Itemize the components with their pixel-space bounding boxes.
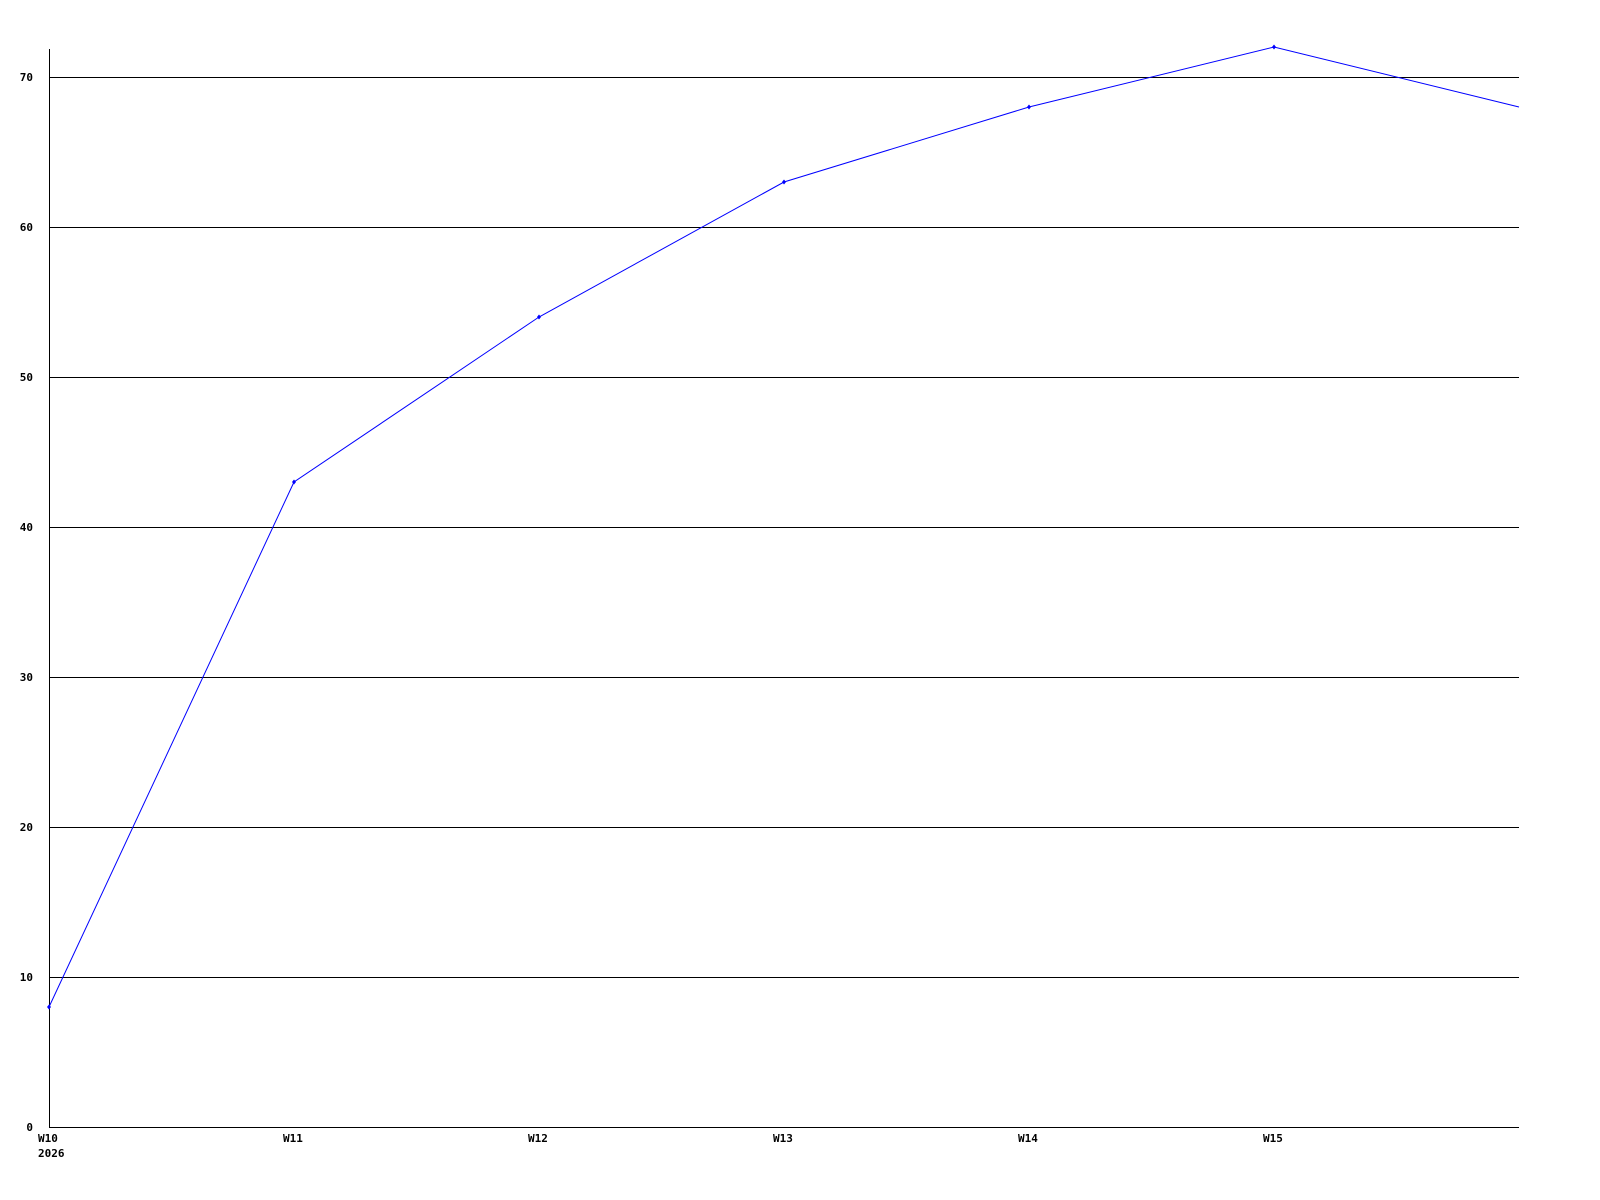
x-tick-label: W15: [1263, 1132, 1283, 1145]
y-tick-label: 0: [26, 1121, 33, 1134]
x-tick-label: W12: [528, 1132, 548, 1145]
x-axis-ticks: W10 W11 W12 W13 W14 W15: [38, 1132, 1283, 1145]
x-tick-label: W10: [38, 1132, 58, 1145]
data-point: [292, 479, 296, 485]
y-tick-label: 30: [20, 671, 33, 684]
gridlines: [49, 77, 1519, 978]
y-tick-label: 60: [20, 221, 33, 234]
x-tick-label: W13: [773, 1132, 793, 1145]
y-tick-label: 70: [20, 71, 33, 84]
data-point: [1027, 104, 1031, 110]
y-tick-label: 20: [20, 821, 33, 834]
y-tick-label: 50: [20, 371, 33, 384]
y-tick-label: 40: [20, 521, 33, 534]
data-point: [537, 314, 541, 320]
data-point: [1272, 44, 1276, 50]
x-tick-label: W11: [283, 1132, 303, 1145]
data-point: [47, 1004, 51, 1010]
x-tick-label: W14: [1018, 1132, 1038, 1145]
y-axis-ticks: 0 10 20 30 40 50 60 70: [20, 71, 33, 1134]
x-axis-year-label: 2026: [38, 1147, 65, 1160]
y-tick-label: 10: [20, 971, 33, 984]
series: [47, 44, 1520, 1010]
data-point: [782, 179, 786, 185]
